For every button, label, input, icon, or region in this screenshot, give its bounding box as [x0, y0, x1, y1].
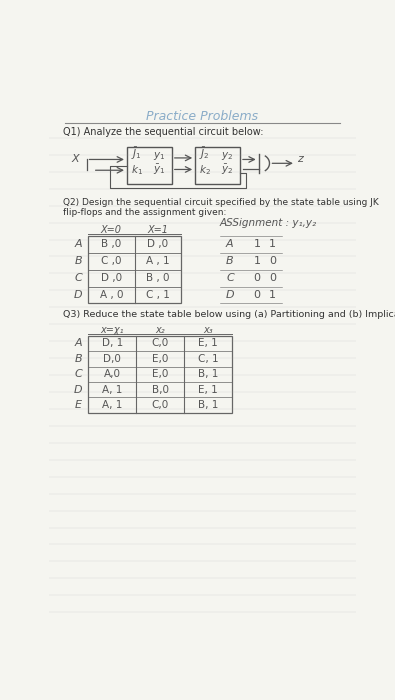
Text: C: C	[226, 273, 234, 283]
Text: A , 0: A , 0	[100, 290, 123, 300]
Text: 1: 1	[269, 239, 276, 249]
Text: z: z	[297, 154, 303, 164]
Text: E: E	[75, 400, 82, 410]
Text: X=0: X=0	[101, 225, 122, 235]
Bar	[88, 336, 232, 413]
Text: C, 1: C, 1	[198, 354, 218, 364]
Text: A , 1: A , 1	[146, 256, 170, 266]
Text: C , 1: C , 1	[146, 290, 170, 300]
Text: C ,0: C ,0	[101, 256, 122, 266]
Text: D: D	[73, 290, 82, 300]
Text: A, 1: A, 1	[102, 385, 122, 395]
Text: $y_1$: $y_1$	[153, 150, 166, 162]
Text: E, 1: E, 1	[198, 339, 218, 349]
Text: 0: 0	[269, 256, 276, 266]
Text: D ,0: D ,0	[147, 239, 168, 249]
Bar	[195, 147, 240, 184]
Text: $y_2$: $y_2$	[222, 150, 234, 162]
Text: B: B	[74, 256, 82, 266]
Bar	[88, 236, 181, 304]
Text: Q2) Design the sequential circuit specified by the state table using JK flip-flo: Q2) Design the sequential circuit specif…	[63, 198, 379, 218]
Text: Q3) Reduce the state table below using (a) Partitioning and (b) Implication: Q3) Reduce the state table below using (…	[63, 309, 395, 318]
Text: x₃: x₃	[203, 325, 213, 335]
Text: B: B	[74, 354, 82, 364]
Text: 0: 0	[254, 290, 261, 300]
Text: $\bar{J}_2$: $\bar{J}_2$	[199, 146, 210, 162]
Text: 0: 0	[269, 273, 276, 283]
Text: D, 1: D, 1	[102, 339, 123, 349]
Text: B, 1: B, 1	[198, 370, 218, 379]
Text: $\bar{J}_1$: $\bar{J}_1$	[131, 146, 141, 162]
Text: ASSignment : y₁,y₂: ASSignment : y₁,y₂	[220, 218, 317, 228]
Text: B , 0: B , 0	[146, 273, 169, 283]
Text: B: B	[226, 256, 234, 266]
Text: Practice Problems: Practice Problems	[146, 110, 258, 122]
Text: 1: 1	[254, 256, 261, 266]
Text: x₂: x₂	[155, 325, 165, 335]
Text: A, 1: A, 1	[102, 400, 122, 410]
Text: C,0: C,0	[152, 400, 169, 410]
Text: E,0: E,0	[152, 370, 168, 379]
Text: 1: 1	[269, 290, 276, 300]
Text: C,0: C,0	[152, 339, 169, 349]
Text: D: D	[226, 290, 235, 300]
Text: D,0: D,0	[103, 354, 121, 364]
Text: B, 1: B, 1	[198, 400, 218, 410]
Text: 0: 0	[254, 273, 261, 283]
Text: D ,0: D ,0	[101, 273, 122, 283]
Text: E,0: E,0	[152, 354, 168, 364]
Text: x=χ₁: x=χ₁	[100, 325, 124, 335]
Text: D: D	[73, 385, 82, 395]
Text: C: C	[74, 370, 82, 379]
Text: A: A	[226, 239, 234, 249]
Text: C: C	[74, 273, 82, 283]
Text: Q1) Analyze the sequential circuit below:: Q1) Analyze the sequential circuit below…	[63, 127, 264, 136]
Text: $k_1$: $k_1$	[131, 163, 143, 177]
Text: $\bar{y}_2$: $\bar{y}_2$	[222, 163, 234, 177]
Text: B,0: B,0	[152, 385, 169, 395]
Bar	[127, 147, 172, 184]
Text: A: A	[74, 339, 82, 349]
Text: 1: 1	[254, 239, 261, 249]
Text: E, 1: E, 1	[198, 385, 218, 395]
Text: A: A	[74, 239, 82, 249]
Text: X=1: X=1	[147, 225, 168, 235]
Text: X: X	[71, 154, 79, 164]
Text: B ,0: B ,0	[101, 239, 122, 249]
Text: $\bar{y}_1$: $\bar{y}_1$	[153, 163, 166, 177]
Text: $k_2$: $k_2$	[199, 163, 211, 177]
Text: A,0: A,0	[103, 370, 120, 379]
